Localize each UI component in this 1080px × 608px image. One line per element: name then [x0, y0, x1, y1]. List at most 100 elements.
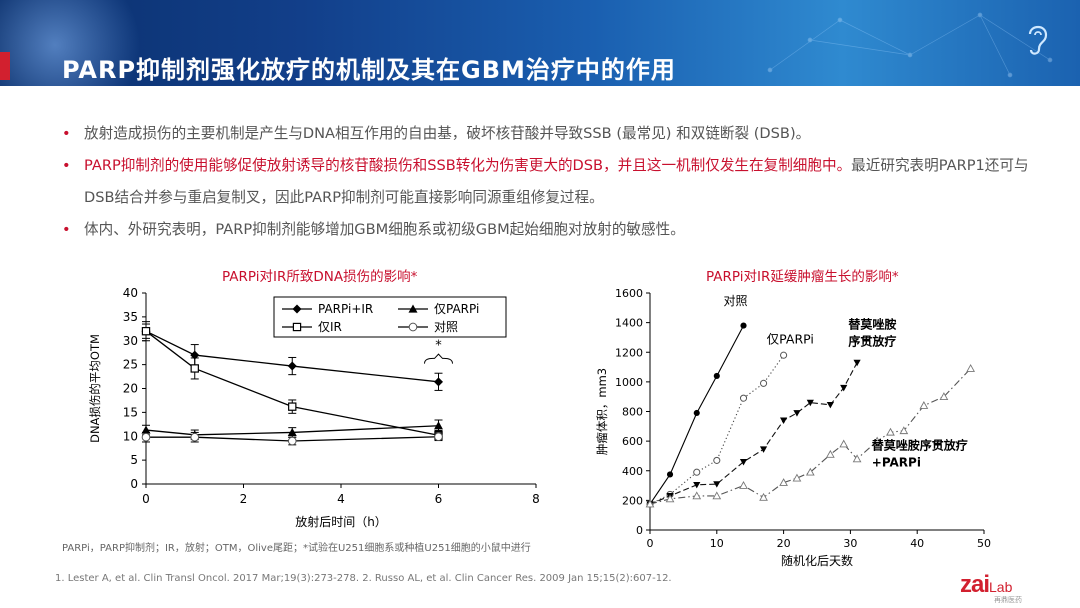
x-tick-label: 50 [977, 537, 991, 550]
x-tick-label: 8 [532, 492, 540, 506]
data-point [666, 471, 674, 478]
legend: PARPi+IR 仅PARPi 仅IR 对照 [273, 296, 507, 338]
data-point [408, 304, 418, 313]
footnote: PARPi，PARP抑制剂；IR，放射；OTM，Olive尾距；*试验在U251… [62, 543, 531, 554]
data-point [826, 401, 834, 409]
x-tick-label: 0 [647, 537, 654, 550]
logo-cn: 再鼎医药 [994, 597, 1022, 604]
y-tick-label: 5 [130, 453, 138, 467]
data-point [713, 481, 721, 488]
data-point [739, 481, 748, 489]
data-point [713, 456, 721, 464]
data-point [779, 478, 788, 486]
data-point [839, 439, 849, 448]
company-logo: zaiLab 再鼎医药 [960, 571, 1022, 605]
y-tick-label: 1400 [615, 317, 643, 330]
chart1-title: PARPi对IR所致DNA损伤的影响* [222, 269, 418, 285]
significance-bracket [424, 353, 453, 364]
legend-box [273, 296, 507, 338]
legend-label: 仅IR [318, 320, 342, 334]
data-point [792, 473, 802, 482]
y-axis-label: DNA损伤的平均OTM [88, 334, 102, 443]
bullet-text: 体内、外研究表明，PARP抑制剂能够增加GBM细胞系或初级GBM起始细胞对放射的… [84, 221, 685, 238]
data-point [292, 322, 302, 332]
data-point [780, 417, 788, 424]
data-point [190, 364, 199, 373]
series-label: 替莫唑胺 [848, 317, 896, 332]
bullet-list: • 放射造成损伤的主要机制是产生与DNA相互作用的自由基，破坏核苷酸并导致SSB… [62, 118, 1052, 246]
dna-damage-chart: 0 5 10 15 20 25 30 35 40 0 2 4 6 8 放射后时间（h） DNA损伤的平均OTM… [88, 286, 540, 529]
series-line [649, 368, 972, 505]
data-point [434, 432, 443, 442]
series-triangle-open [645, 364, 976, 508]
y-tick-label: 400 [622, 465, 643, 478]
bullet-item: • PARP抑制剂的使用能够促使放射诱导的核苷酸损伤和SSB转化为伤害更大的DS… [62, 150, 1052, 214]
bullet-text: 放射造成损伤的主要机制是产生与DNA相互作用的自由基，破坏核苷酸并导致SSB (… [84, 125, 811, 142]
logo-sub: Lab [989, 579, 1013, 595]
bullet-glyph: • [62, 125, 71, 142]
series-line [146, 436, 439, 442]
series-line [145, 330, 439, 436]
data-point [287, 436, 297, 446]
data-point [759, 492, 768, 501]
series-line [145, 330, 439, 383]
x-tick-label: 20 [777, 537, 791, 550]
y-axis-label: 肿瘤体积，mm3 [595, 368, 609, 455]
data-point [190, 350, 200, 360]
data-point [759, 446, 768, 453]
data-point [288, 402, 297, 411]
title-accent-bar [0, 52, 10, 80]
page-title: PARP抑制剂强化放疗的机制及其在GBM治疗中的作用 [62, 56, 676, 84]
x-tick-label: 0 [142, 492, 150, 506]
data-point [939, 392, 949, 401]
x-tick-label: 30 [843, 537, 857, 550]
y-tick-label: 35 [123, 310, 138, 324]
bullet-glyph: • [62, 221, 71, 238]
y-tick-label: 40 [123, 286, 138, 300]
data-point [712, 491, 722, 500]
data-point [665, 494, 675, 503]
data-point [806, 399, 814, 407]
bullet-glyph: • [62, 157, 71, 174]
data-point [693, 468, 701, 476]
tumor-growth-chart: 0 200 400 600 800 1000 1200 1400 1600 0 10 20 30 40 50… [595, 287, 991, 568]
bullet-item: • 体内、外研究表明，PARP抑制剂能够增加GBM细胞系或初级GBM起始细胞对放… [62, 214, 1052, 246]
data-point [825, 449, 835, 458]
data-point [693, 481, 701, 489]
data-point [740, 322, 747, 329]
data-point [919, 401, 929, 409]
y-tick-label: 1200 [615, 346, 643, 359]
x-tick-label: 6 [435, 492, 443, 506]
series-circle-open [141, 431, 443, 446]
y-tick-label: 200 [622, 494, 643, 507]
data-point [853, 359, 861, 367]
bullet-text-highlight: PARP抑制剂的使用能够促使放射诱导的核苷酸损伤和SSB转化为伤害更大的DSB，… [84, 157, 852, 174]
y-tick-label: 25 [123, 358, 138, 372]
legend-label: PARPi+IR [318, 302, 373, 316]
slide-header: PARP抑制剂强化放疗的机制及其在GBM治疗中的作用 [0, 0, 1080, 86]
ear-icon [1028, 25, 1048, 55]
y-tick-label: 20 [123, 382, 138, 396]
data-point [692, 491, 702, 500]
series-line [649, 362, 858, 505]
data-point [840, 384, 848, 392]
data-point [739, 458, 748, 466]
data-point [899, 426, 909, 435]
series-circle-filled [646, 322, 747, 508]
series-label: 对照 [723, 294, 747, 308]
significance-label: * [435, 338, 442, 353]
y-tick-label: 800 [622, 406, 643, 419]
x-tick-label: 2 [240, 492, 248, 506]
data-point [966, 364, 976, 372]
series-triangle-down-filled [646, 359, 861, 508]
data-point [287, 427, 297, 437]
y-tick-label: 0 [636, 524, 643, 537]
data-point [645, 499, 655, 508]
data-point [886, 427, 895, 436]
data-point [852, 454, 862, 463]
data-point [141, 326, 151, 336]
data-point [190, 432, 200, 442]
y-tick-label: 0 [130, 477, 138, 491]
series-label: 序贯放疗 [848, 334, 896, 349]
data-point [141, 432, 151, 442]
